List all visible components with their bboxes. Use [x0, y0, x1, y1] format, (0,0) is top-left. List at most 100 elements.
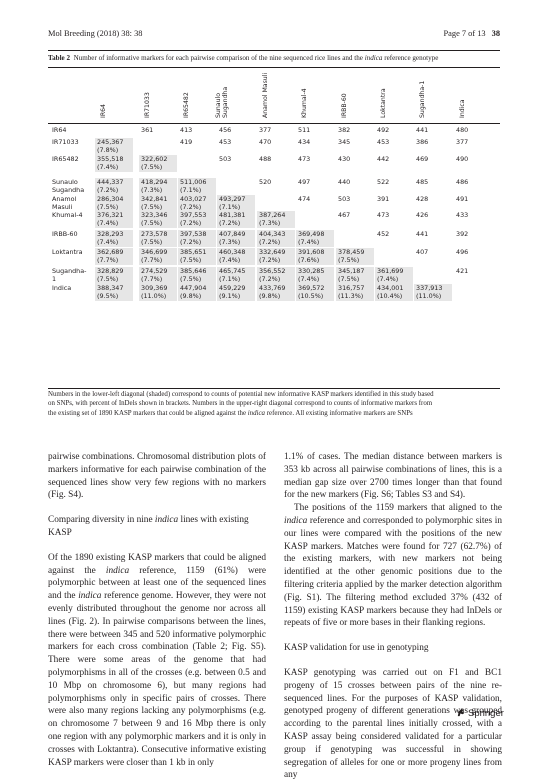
cell-line: (7.2%)	[97, 185, 119, 194]
cell-line: (7.4%)	[97, 237, 119, 246]
cell-line: 492	[377, 126, 390, 134]
cell-line: 452	[377, 230, 390, 238]
cell-line: 441	[416, 230, 429, 238]
new-marker-count: 444,337 (7.2%)	[97, 178, 123, 195]
cell-line: 388,347	[97, 284, 124, 292]
row-label-line: Sugandha-	[52, 267, 87, 275]
cell-line: 328,829	[97, 267, 124, 275]
cell-line: (7.8%)	[97, 145, 119, 154]
right-column: 1.1% of cases. The median distance betwe…	[284, 451, 502, 782]
shaded-cell-bg	[178, 195, 216, 212]
shaded-cell-bg	[139, 211, 177, 228]
new-marker-count: 346,699 (7.7%)	[141, 248, 167, 265]
existing-marker-count: 474	[298, 195, 310, 204]
cell-line: 486	[456, 178, 469, 186]
existing-marker-count: 486	[456, 178, 469, 187]
cell-line: 362,689	[97, 248, 124, 256]
cell-line: (10.5%)	[298, 291, 324, 300]
cell-line: (7.2%)	[259, 255, 281, 264]
cell-line: 470	[259, 138, 272, 146]
cell-line: 469	[416, 155, 429, 163]
cell-line: (7.2%)	[180, 218, 202, 227]
cell-line: 345	[338, 138, 351, 146]
table-caption: Table 2 Number of informative markers fo…	[48, 54, 439, 62]
cell-line: 403,027	[180, 195, 207, 203]
new-marker-count: 433,769 (9.8%)	[259, 284, 286, 301]
cell-line: 330,285	[298, 267, 325, 275]
row-label: IR65482	[52, 155, 79, 164]
row-label-line: Anamol	[52, 195, 77, 203]
page-number: Page 7 of 13 38	[443, 29, 500, 38]
cell-line: 493,297	[219, 195, 246, 203]
column-header-label: IR64	[100, 104, 107, 118]
new-marker-count: 286,304 (7.5%)	[97, 195, 123, 212]
new-marker-count: 328,293 (7.4%)	[97, 230, 124, 247]
shaded-cell-bg	[217, 267, 255, 284]
cell-line: 456	[219, 126, 232, 134]
shaded-cell-bg	[257, 267, 295, 284]
cell-line: (7.5%)	[338, 255, 360, 264]
existing-marker-count: 382	[338, 126, 351, 135]
shaded-cell-bg	[296, 230, 334, 247]
existing-marker-count: 430	[338, 155, 350, 164]
new-marker-count: 309,369 (11.0%)	[141, 284, 167, 301]
cell-line: (7.2%)	[259, 237, 281, 246]
shaded-cell-bg	[95, 248, 133, 265]
new-marker-count: 332,649 (7.2%)	[259, 248, 285, 265]
shaded-cell-bg	[336, 284, 374, 301]
shaded-cell-bg	[296, 248, 334, 265]
new-marker-count: 361,699 (7.4%)	[377, 267, 403, 284]
new-marker-count: 316,757 (11.3%)	[338, 284, 364, 301]
shaded-cell-bg	[178, 211, 216, 228]
cell-line: 511,006	[180, 178, 207, 186]
column-header-label: IRBB-60	[341, 93, 348, 118]
cell-line: 434,001	[377, 284, 404, 292]
new-marker-count: 434,001 (10.4%)	[377, 284, 404, 301]
row-label-line: Indica	[52, 284, 72, 292]
cell-line: 378,459	[338, 248, 365, 256]
row-label-line: Khumal-4	[52, 211, 83, 219]
row-label-line: IR71033	[52, 138, 79, 146]
row-label: Sugandha- 1	[52, 267, 87, 284]
column-header-label: Indica	[459, 99, 466, 118]
column-header: Sugandha-1	[416, 72, 429, 118]
new-marker-count: 397,538 (7.2%)	[180, 230, 206, 247]
cell-line: 497	[298, 178, 311, 186]
existing-marker-count: 473	[377, 211, 389, 220]
new-marker-count: 418,294 (7.3%)	[141, 178, 167, 195]
cell-line: 385,646	[180, 267, 207, 275]
shaded-cell-bg	[257, 230, 295, 247]
shaded-cell-bg	[217, 230, 255, 247]
existing-marker-count: 520	[259, 178, 271, 187]
existing-marker-count: 413	[180, 126, 192, 135]
shaded-cell-bg	[95, 284, 133, 301]
column-header: Khumal-4	[298, 72, 311, 118]
cell-line: (7.1%)	[219, 274, 241, 283]
new-marker-count: 447,904 (9.8%)	[180, 284, 206, 301]
row-label: Anamol Masuli	[52, 195, 77, 212]
row-label: IRBB-60	[52, 230, 78, 239]
existing-marker-count: 503	[219, 155, 231, 164]
paragraph: Of the 1890 existing KASP markers that c…	[48, 552, 267, 768]
cell-line: (11.0%)	[141, 291, 167, 300]
shaded-cell-bg	[139, 267, 177, 284]
shaded-cell-bg	[375, 284, 413, 301]
cell-line: 328,293	[97, 230, 124, 238]
cell-line: 433,769	[259, 284, 286, 292]
shaded-cell-bg	[217, 248, 255, 265]
cell-line: 485	[416, 178, 429, 186]
cell-line: 369,498	[298, 230, 325, 238]
column-header-label: IR71033	[144, 92, 151, 118]
cell-line: 273,578	[141, 230, 168, 238]
existing-marker-count: 470	[259, 138, 272, 147]
cell-line: 503	[338, 195, 351, 203]
new-marker-count: 388,347 (9.5%)	[97, 284, 124, 301]
existing-marker-count: 392	[456, 230, 468, 239]
new-marker-count: 342,841 (7.5%)	[141, 195, 167, 212]
cell-line: 382	[338, 126, 351, 134]
cell-line: 345,187	[338, 267, 365, 275]
cell-line: 323,346	[141, 211, 168, 219]
shaded-cell-bg	[95, 267, 133, 284]
cell-line: (7.2%)	[219, 218, 241, 227]
paragraph: pairwise combinations. Chromosomal distr…	[48, 452, 266, 501]
